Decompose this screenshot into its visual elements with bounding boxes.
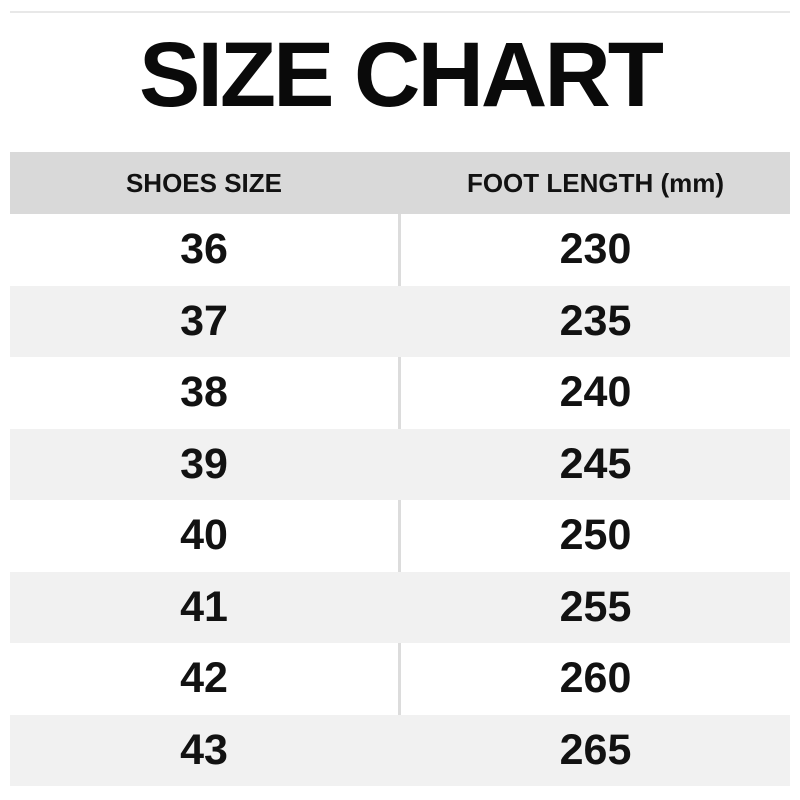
cell-foot-length: 260 <box>559 654 632 703</box>
table-row: 36 230 <box>10 214 790 286</box>
cell-foot-length: 255 <box>559 582 632 631</box>
cell-shoe-size: 41 <box>180 582 228 631</box>
table-row: 38 240 <box>10 357 790 429</box>
table-row: 42 260 <box>10 643 790 715</box>
cell-foot-length: 240 <box>559 368 632 417</box>
table-row: 43 265 <box>10 714 790 786</box>
table-row: 40 250 <box>10 500 790 572</box>
cell-shoe-size: 37 <box>180 296 228 345</box>
table-header-row: SHOES SIZE FOOT LENGTH (mm) <box>10 152 790 214</box>
cell-foot-length: 245 <box>559 439 632 488</box>
table-row: 39 245 <box>10 428 790 500</box>
cell-shoe-size: 40 <box>10 500 401 572</box>
table-row: 41 255 <box>10 571 790 643</box>
cell-foot-length: 235 <box>559 296 632 345</box>
cell-shoe-size: 38 <box>10 357 401 429</box>
top-divider-rule <box>10 11 790 13</box>
size-chart-table: SHOES SIZE FOOT LENGTH (mm) 36 230 37 23… <box>10 152 790 786</box>
cell-shoe-size: 36 <box>10 214 401 286</box>
cell-foot-length: 265 <box>559 725 632 774</box>
page-title: SIZE CHART <box>139 24 664 126</box>
header-cell-shoes-size: SHOES SIZE <box>125 167 283 198</box>
cell-foot-length: 230 <box>559 225 632 274</box>
table-row: 37 235 <box>10 285 790 357</box>
cell-shoe-size: 39 <box>180 439 228 488</box>
cell-shoe-size: 42 <box>10 643 401 715</box>
cell-shoe-size: 43 <box>180 725 228 774</box>
cell-foot-length: 250 <box>559 511 632 560</box>
header-cell-foot-length: FOOT LENGTH (mm) <box>466 167 725 198</box>
